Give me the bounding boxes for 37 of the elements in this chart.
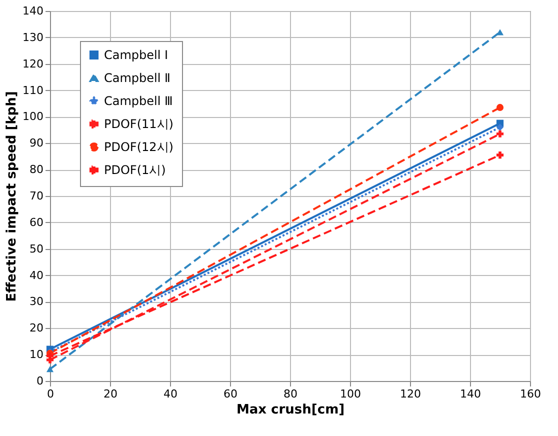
point bbox=[496, 152, 504, 159]
x-tick-label: 0 bbox=[47, 388, 54, 400]
y-tick-label: 100 bbox=[22, 110, 44, 124]
x-tick-label: 140 bbox=[460, 388, 481, 400]
y-tick-label: 120 bbox=[22, 57, 44, 70]
y-tick-label: 40 bbox=[30, 268, 44, 282]
y-tick-label: 130 bbox=[22, 30, 44, 44]
legend-label: Campbell Ⅰ bbox=[104, 48, 168, 62]
legend-label: Campbell Ⅲ bbox=[104, 94, 173, 108]
y-tick-label: 110 bbox=[22, 84, 44, 97]
x-tick-label: 100 bbox=[340, 388, 361, 400]
y-tick-label: 50 bbox=[30, 242, 44, 256]
point bbox=[496, 124, 504, 131]
y-tick-label: 140 bbox=[22, 4, 44, 18]
x-tick-label: 80 bbox=[284, 388, 298, 400]
x-tick-label: 20 bbox=[104, 388, 118, 400]
y-tick-label: 60 bbox=[30, 216, 44, 229]
legend-label: PDOF(12시) bbox=[104, 140, 174, 154]
point bbox=[496, 130, 504, 138]
x-tick-label: 40 bbox=[164, 388, 178, 400]
y-axis-title: Effective impact speed [kph] bbox=[4, 91, 20, 302]
y-tick-label: 20 bbox=[30, 322, 44, 335]
legend-label: PDOF(1시) bbox=[104, 163, 166, 177]
y-tick-label: 0 bbox=[36, 374, 44, 388]
y-tick-label: 30 bbox=[30, 295, 44, 308]
legend-label: Campbell Ⅱ bbox=[104, 71, 170, 85]
legend-label: PDOF(11시) bbox=[104, 117, 174, 131]
x-axis-title: Max crush[cm] bbox=[236, 402, 345, 418]
y-tick-label: 80 bbox=[30, 163, 44, 176]
y-tick-label: 10 bbox=[30, 348, 44, 362]
x-tick-label: 120 bbox=[400, 388, 421, 400]
point bbox=[46, 352, 54, 360]
y-tick-label: 70 bbox=[30, 190, 44, 202]
point bbox=[496, 104, 504, 111]
x-tick-label: 160 bbox=[520, 388, 541, 400]
x-tick-label: 60 bbox=[224, 388, 238, 400]
y-tick-label: 90 bbox=[30, 136, 44, 150]
